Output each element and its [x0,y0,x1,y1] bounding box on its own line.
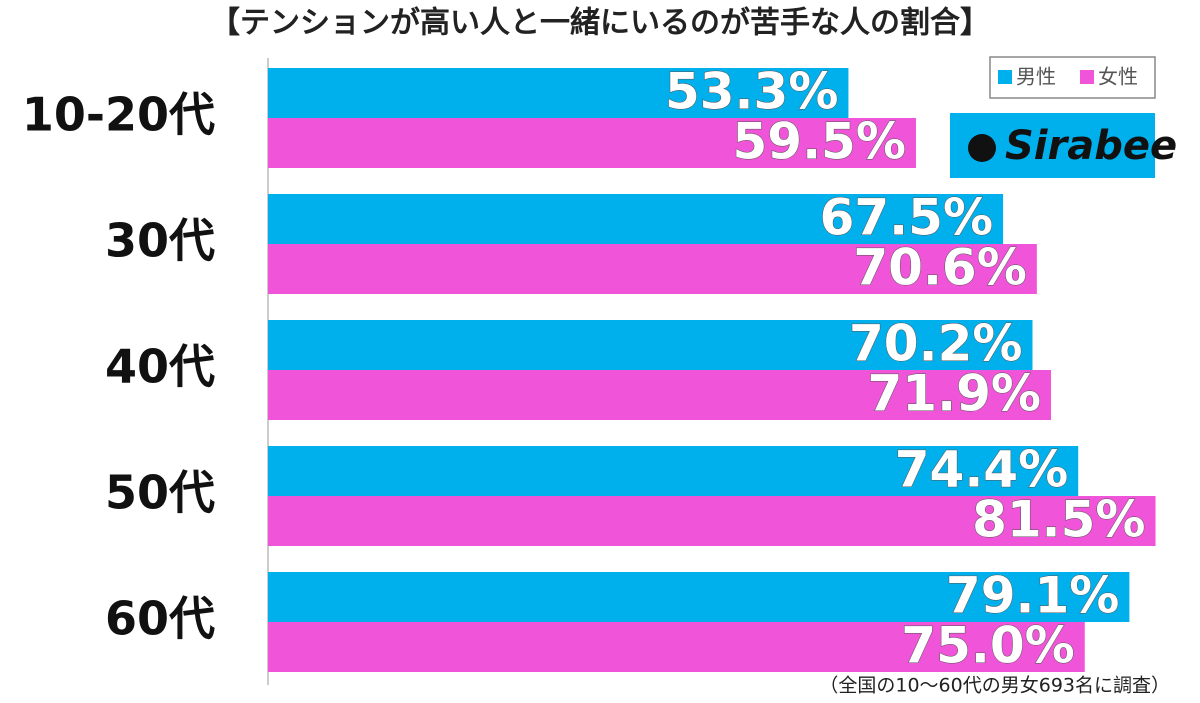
chart-title: 【テンションが高い人と一緒にいるのが苦手な人の割合】 [210,6,990,41]
bar [268,572,1130,622]
bar [268,194,1004,244]
footnote: （全国の10〜60代の男女693名に調査） [819,675,1170,697]
value-label: 79.1% [946,567,1119,625]
bar [268,370,1051,420]
legend-label: 女性 [1098,65,1138,89]
y-tick-label: 60代 [105,592,215,646]
legend-swatch [1080,70,1094,84]
bar [268,118,916,168]
y-tick-label: 40代 [105,340,215,394]
y-tick-label: 30代 [105,214,215,268]
bar [268,244,1037,294]
value-label: 70.2% [849,315,1022,373]
logo-icon [968,134,996,162]
logo-text: Sirabee [1005,123,1177,169]
legend-label: 男性 [1016,65,1056,89]
y-tick-label: 50代 [105,466,215,520]
value-label: 74.4% [895,441,1068,499]
value-label: 53.3% [665,63,838,121]
value-label: 75.0% [901,617,1074,675]
bar [268,68,849,118]
value-label: 70.6% [853,239,1026,297]
bar [268,496,1156,546]
bar [268,320,1033,370]
bar [268,446,1079,496]
legend-swatch [998,70,1012,84]
value-label: 71.9% [868,365,1041,423]
value-label: 67.5% [820,189,993,247]
value-label: 81.5% [972,491,1145,549]
bar [268,622,1085,672]
value-label: 59.5% [732,113,905,171]
y-tick-label: 10-20代 [22,88,215,142]
legend-box [989,56,1156,99]
